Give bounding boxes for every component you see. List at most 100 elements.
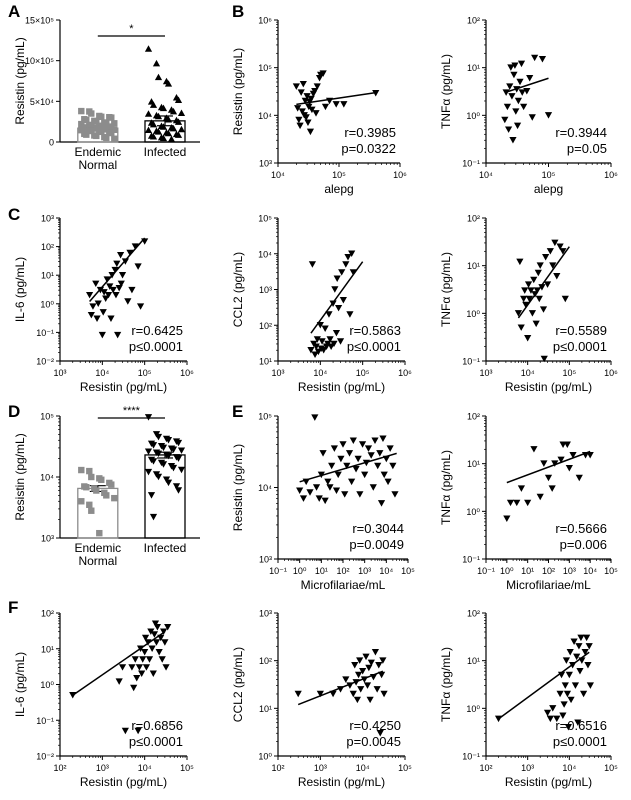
chart-c1-xtick-label-1: 10⁴ — [95, 368, 109, 378]
chart-a-point — [93, 132, 100, 140]
chart-f2-ytick-label-0: 10⁰ — [258, 752, 272, 762]
chart-f2-point — [371, 649, 380, 656]
chart-f3-xtick-label-3: 10⁵ — [604, 763, 618, 773]
chart-f2-xtick-label-3: 10⁵ — [398, 763, 412, 773]
chart-f1-ytick-label-0: 10⁻² — [36, 752, 54, 762]
chart-e1-xtick-label-6: 10⁵ — [401, 566, 415, 576]
chart-e1-p-value: p=0.0049 — [349, 537, 404, 552]
chart-f3-point — [573, 653, 581, 661]
chart-d-point — [86, 467, 93, 475]
chart-f2-p-value: p=0.0045 — [346, 734, 401, 749]
chart-e2-point — [548, 485, 556, 492]
chart-f2-point — [294, 690, 302, 698]
chart-b2-ytick-label-1: 10⁰ — [466, 111, 480, 121]
chart-c3-point — [521, 287, 529, 294]
chart-b1-ytick-label-0: 10³ — [259, 159, 272, 169]
chart-e1-point — [321, 497, 329, 505]
chart-e2-point — [551, 460, 559, 467]
chart-c2-point — [332, 329, 341, 337]
chart-c1-ytick-label-2: 10⁰ — [40, 299, 54, 309]
chart-f2-point — [316, 690, 324, 698]
chart-a-point — [154, 128, 163, 135]
chart-c3-point — [551, 239, 559, 247]
chart-c2-p-value: p≤0.0001 — [347, 339, 401, 354]
chart-f1-point — [151, 620, 160, 628]
chart-f3-point — [574, 719, 582, 726]
chart-c2-point — [320, 346, 328, 354]
chart-f3-point — [575, 643, 583, 650]
chart-f1-xtick-label-1: 10³ — [96, 763, 109, 773]
chart-b1-p-value: p=0.0322 — [341, 141, 396, 156]
chart-e1-ytick-label-0: 10³ — [259, 555, 272, 565]
panel-letter-c: C — [8, 205, 21, 224]
chart-e2-xtick-label-3: 10² — [542, 566, 555, 576]
chart-f1-ytick-label-2: 10⁰ — [40, 680, 54, 690]
chart-e2-point — [586, 452, 594, 459]
chart-b2-point — [518, 89, 526, 96]
chart-e1-point — [380, 471, 388, 479]
chart-d-significance-label: **** — [123, 405, 141, 417]
chart-c3-point — [543, 281, 552, 288]
chart-b1-point — [295, 116, 303, 124]
chart-e1-r-value: r=0.3044 — [352, 521, 404, 536]
chart-c3-point — [525, 295, 533, 303]
chart-e1-point — [299, 495, 308, 502]
chart-d-point — [78, 498, 85, 505]
chart-e2-xtick-label-0: 10⁻¹ — [477, 566, 495, 576]
chart-c1-point — [92, 280, 100, 288]
chart-c3-xtick-label-1: 10⁴ — [521, 368, 535, 378]
chart-b2-point — [503, 103, 512, 111]
chart-d-point — [172, 483, 181, 490]
chart-f2-point — [377, 671, 386, 679]
chart-f1-point — [162, 664, 170, 671]
chart-e2-point — [536, 493, 544, 501]
chart-b2-point — [508, 93, 516, 100]
chart-b1-point — [340, 101, 348, 108]
chart-d-category-label-0-1: Normal — [78, 554, 117, 568]
chart-f3-point — [583, 634, 591, 642]
chart-d-point — [86, 501, 93, 509]
chart-f1-point — [147, 628, 155, 635]
chart-a-point — [78, 127, 85, 134]
chart-b1-point — [311, 88, 319, 95]
chart-e1-y-label: Resistin (pg/mL) — [231, 444, 245, 531]
chart-a-point — [169, 124, 178, 132]
chart-e1-point — [337, 455, 345, 463]
chart-a-category-label-1-0: Infected — [144, 145, 187, 159]
chart-f2-point — [366, 696, 374, 704]
chart-e1-point — [306, 489, 314, 496]
chart-e1-xtick-label-2: 10¹ — [315, 566, 328, 576]
chart-d-point — [144, 448, 153, 455]
chart-f3-x-label: Resistin (pg/mL) — [505, 775, 592, 789]
chart-d-category-label-1-0: Infected — [144, 541, 187, 555]
chart-c1-r-value: r=0.6425 — [131, 323, 183, 338]
chart-e2-ytick-label-0: 10⁻¹ — [462, 555, 480, 565]
chart-c3-point — [524, 335, 532, 342]
chart-b2-point — [526, 75, 534, 82]
chart-a-category-label-0-1: Normal — [78, 158, 117, 172]
chart-c2-xtick-label-3: 10⁶ — [398, 368, 412, 378]
chart-d-point — [149, 442, 158, 449]
chart-c3-xtick-label-3: 10⁶ — [604, 368, 618, 378]
chart-c3-p-value: p≤0.0001 — [553, 339, 607, 354]
chart-b2-xtick-label-0: 10⁴ — [479, 170, 493, 180]
chart-f1-point — [149, 670, 157, 677]
chart-f1-point — [153, 623, 162, 631]
chart-f2-point — [354, 671, 363, 679]
chart-e1-ytick-label-2: 10⁵ — [258, 412, 272, 422]
panel-letter-b: B — [232, 2, 245, 21]
chart-f2-point — [379, 657, 387, 664]
chart-c3-point — [516, 258, 524, 266]
chart-c2-point — [349, 269, 357, 276]
chart-c3-point — [532, 320, 540, 328]
panel-letter-d: D — [8, 402, 21, 421]
chart-f3-ytick-label-3: 10² — [467, 609, 480, 619]
chart-f2: 10⁰ 10¹ 10² 10³ CCL2 (pg/mL) 10² 10³ 10⁴ 10⁵ Resi… — [231, 609, 412, 790]
chart-c2-point — [334, 304, 343, 312]
chart-f2-point — [365, 664, 373, 672]
chart-e1: 10³ 10⁴ 10⁵ Resistin (pg/mL) 10⁻¹ 10⁰ 10¹ 10² 10… — [231, 412, 415, 593]
chart-f2-point — [375, 662, 383, 669]
chart-e2: 10⁻¹ 10⁰ 10¹ 10² TNFα (pg/mL) 10⁻¹ 10⁰ 10¹ 10² 10… — [439, 412, 618, 593]
chart-e1-point — [345, 450, 354, 457]
chart-b2-point — [511, 62, 519, 69]
